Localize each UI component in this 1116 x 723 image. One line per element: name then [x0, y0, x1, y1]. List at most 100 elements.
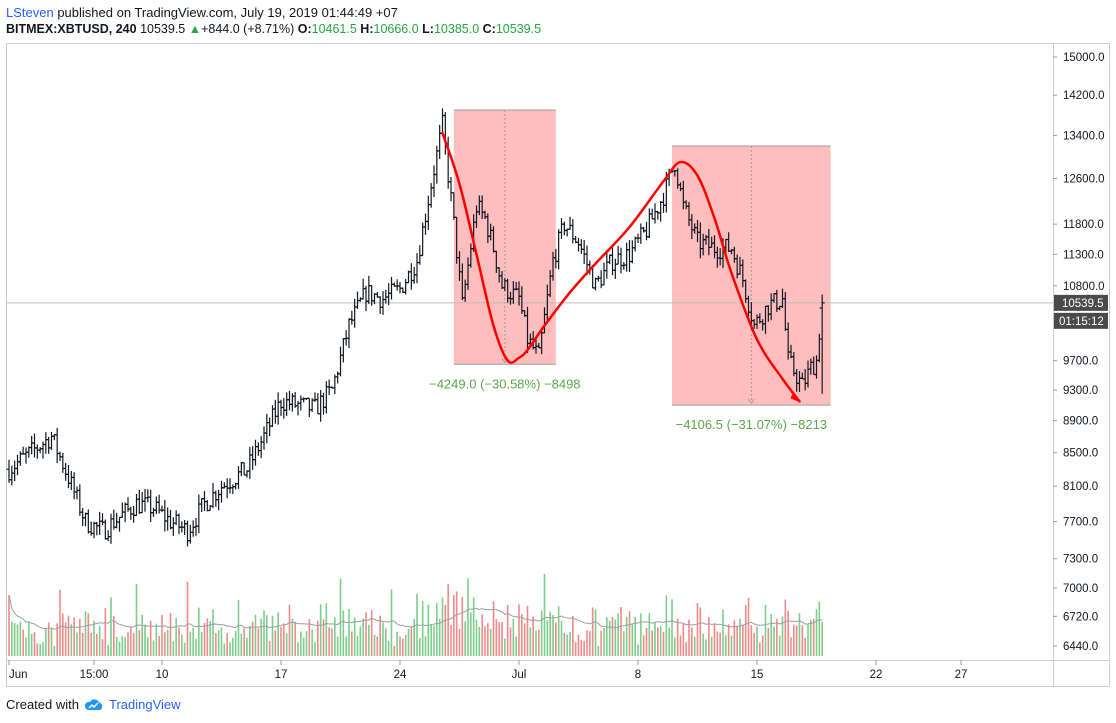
ohlc-bar [187, 524, 193, 544]
ohlc-bar [77, 484, 83, 516]
range-label: −4106.5 (−31.07%) −8213 [676, 417, 827, 432]
price-tick-label: 9300.0 [1063, 385, 1098, 397]
volume-ma-line [8, 594, 823, 630]
time-tick-label: Jul [512, 669, 527, 681]
high-value: 10666.0 [373, 22, 419, 36]
ohlc-bar [646, 208, 652, 239]
time-tick-label: 10 [156, 669, 169, 681]
ohlc-bar [272, 399, 278, 424]
ohlc-bar [9, 465, 15, 486]
time-tick-label: 24 [394, 669, 407, 681]
ohlc-bar [241, 462, 247, 476]
ohlc-bar [366, 275, 372, 305]
open-value: 10461.5 [311, 22, 357, 36]
ohlc-bar [66, 464, 71, 489]
ohlc-bar [221, 482, 227, 489]
ohlc-bar [819, 294, 825, 394]
ohlc-bar [37, 447, 43, 454]
ohlc-bar [12, 460, 18, 482]
ohlc-bar [165, 507, 171, 531]
ohlc-bar [321, 392, 326, 415]
ohlc-bar [168, 509, 173, 530]
ohlc-bar [618, 247, 624, 274]
ohlc-bar [114, 512, 120, 529]
time-tick-label: 15:00 [80, 669, 109, 681]
ohlc-bar [601, 262, 607, 286]
close-label: C: [482, 22, 496, 36]
ohlc-bar [638, 223, 644, 244]
range-boxes[interactable]: −4249.0 (−30.58%) −8498 −4106.5 (−31.07%)… [429, 109, 831, 432]
ohlc-bar [425, 195, 431, 231]
ohlc-bar [117, 516, 122, 532]
ohlc-bar [91, 521, 97, 539]
ohlc-bar [173, 510, 179, 526]
last-price: 10539.5 [140, 22, 186, 36]
tradingview-link[interactable]: TradingView [108, 697, 181, 712]
ohlc-bar [29, 435, 35, 455]
ohlc-bar [431, 165, 437, 197]
price-tick-label: 9700.0 [1063, 356, 1098, 368]
ohlc-bar [190, 520, 196, 537]
ohlc-bar [570, 219, 576, 244]
open-label: O: [297, 22, 312, 36]
ohlc-bar [414, 253, 420, 284]
chart-frame [6, 43, 1110, 687]
time-tick-label: 8 [635, 669, 641, 681]
trend-curve[interactable] [441, 131, 801, 403]
author-link[interactable]: LSteven [6, 5, 54, 20]
ohlc-bar [131, 505, 137, 523]
ohlc-bar [448, 176, 454, 202]
ohlc-bar [159, 505, 165, 513]
ohlc-bar [83, 512, 88, 527]
ohlc-bar [629, 240, 635, 264]
price-tick-label: 11300.0 [1063, 249, 1104, 261]
price-tick-label: 6720.0 [1063, 611, 1098, 623]
ohlc-bar [287, 390, 292, 411]
last-price-tag [1054, 294, 1108, 311]
ohlc-bar [74, 486, 80, 500]
ohlc-bar [644, 222, 649, 241]
price-tick-label: 12600.0 [1063, 173, 1105, 185]
ohlc-bar [389, 276, 394, 300]
countdown-label: 01:15:12 [1059, 316, 1104, 328]
ohlc-bar [261, 426, 267, 450]
ohlc-bar [559, 218, 564, 239]
ohlc-bar [428, 183, 434, 208]
ohlc-bar [661, 192, 666, 213]
range-box[interactable] [453, 110, 556, 365]
ohlc-bar [593, 277, 598, 291]
price-tick-label: 11800.0 [1063, 219, 1104, 231]
ohlc-bar [63, 462, 69, 481]
ohlc-bar [275, 392, 281, 425]
time-tick-label: 17 [275, 669, 288, 681]
price-axis[interactable]: 6440.0 6720.0 7000.0 7300.0 7700.0 8100.0 8500… [1053, 52, 1108, 653]
footer: Created with TradingView [6, 697, 181, 712]
ohlc-bar [94, 521, 100, 536]
ohlc-bar [340, 338, 346, 363]
trend-arrowhead-icon [790, 391, 801, 403]
ohlc-bar [567, 216, 573, 231]
ohlc-bar [612, 258, 618, 279]
last-price-tag-label: 10539.5 [1062, 298, 1104, 310]
ohlc-bar [34, 444, 40, 459]
price-tick-label: 7700.0 [1063, 517, 1098, 529]
price-tick-label: 8500.0 [1063, 448, 1098, 460]
ohlc-bar [281, 397, 287, 419]
time-tick-label: 15 [751, 669, 764, 681]
ohlc-bar [312, 392, 318, 402]
ohlc-bar [216, 489, 222, 511]
price-tick-label: 13400.0 [1063, 131, 1105, 143]
tradingview-cloud-icon [84, 698, 103, 710]
ohlc-bar [437, 124, 443, 159]
time-axis[interactable]: Jun 15:00 10 17 24 Jul 8 15 22 27 [8, 660, 967, 681]
ohlc-bar [236, 466, 241, 489]
ohlc-bar [122, 502, 128, 523]
price-tick-label: 8900.0 [1063, 416, 1098, 428]
ohlc-bar [213, 490, 219, 507]
ohlc-bar [139, 491, 145, 514]
price-tick-label: 10800.0 [1063, 281, 1105, 293]
ohlc-bar [658, 201, 664, 222]
ohlc-bar [185, 520, 190, 547]
ohlc-bar [136, 489, 142, 514]
